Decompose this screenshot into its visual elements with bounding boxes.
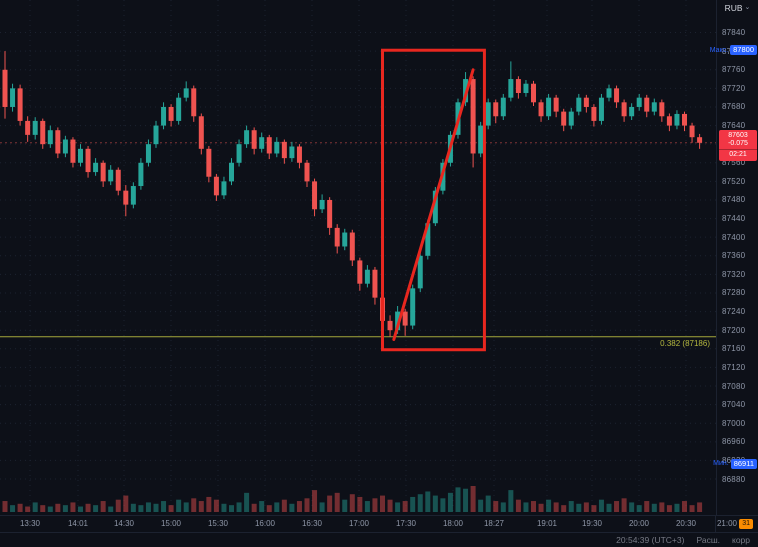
chart-region: 0.382 (87186) RUB ⌄ Макс. 87800 Мин. 869… <box>0 0 758 515</box>
price-tick-label: 87080 <box>722 381 746 391</box>
last-price-value: 87603 <box>728 131 748 139</box>
price-tick-label: 87240 <box>722 307 746 317</box>
price-tick-label: 87520 <box>722 176 746 186</box>
session-high-badge: Макс. 87800 <box>709 45 757 56</box>
extended-hours-link[interactable]: Расш. <box>696 535 720 545</box>
price-tick-label: 87720 <box>722 83 746 93</box>
time-tick-label: 13:30 <box>19 519 41 528</box>
time-tick-label: 17:00 <box>348 519 370 528</box>
price-tick-label: 87480 <box>722 195 746 205</box>
time-tick-label: 19:30 <box>581 519 603 528</box>
status-bar: 20:54:39 (UTC+3) Расш. корр <box>0 532 758 547</box>
session-countdown-badge[interactable]: 31 <box>739 519 753 529</box>
price-tick-label: 87280 <box>722 288 746 298</box>
price-tick-label: 87200 <box>722 325 746 335</box>
session-low-label: Мин. <box>713 460 729 468</box>
price-tick-label: 86960 <box>722 437 746 447</box>
fib-level-label[interactable]: 0.382 (87186) <box>660 338 710 348</box>
price-tick-label: 87320 <box>722 269 746 279</box>
time-tick-label: 20:00 <box>628 519 650 528</box>
price-tick-label: 87160 <box>722 344 746 354</box>
session-high-label: Макс. <box>709 46 729 54</box>
time-axis[interactable]: 13:30 14:01 14:30 15:00 15:30 16:00 16:30 17:00… <box>0 515 758 532</box>
currency-selector[interactable]: RUB ⌄ <box>717 3 758 13</box>
last-price-badge: 87603 -0.075 02:21 <box>719 129 757 161</box>
price-tick-label: 87360 <box>722 251 746 261</box>
session-low-value: 86911 <box>730 458 757 469</box>
time-tick-label: 21:00 <box>716 519 738 528</box>
price-tick-label: 87680 <box>722 102 746 112</box>
time-tick-label: 16:00 <box>254 519 276 528</box>
currency-label: RUB <box>724 3 743 13</box>
price-tick-label: 87040 <box>722 400 746 410</box>
time-tick-label: 15:30 <box>207 519 229 528</box>
session-high-value: 87800 <box>730 45 757 56</box>
time-tick-label: 20:30 <box>675 519 697 528</box>
price-tick-label: 87560 <box>722 158 746 168</box>
price-tick-label: 87440 <box>722 214 746 224</box>
time-tick-label: 17:30 <box>395 519 417 528</box>
chevron-down-icon: ⌄ <box>744 4 751 11</box>
price-tick-label: 87760 <box>722 65 746 75</box>
candlestick-chart[interactable] <box>0 0 716 515</box>
clock[interactable]: 20:54:39 (UTC+3) <box>616 535 685 545</box>
time-tick-label: 16:30 <box>301 519 323 528</box>
time-tick-label: 14:30 <box>113 519 135 528</box>
time-tick-label: 18:27 <box>483 519 505 528</box>
price-tick-label: 87000 <box>722 418 746 428</box>
price-tick-label: 87120 <box>722 362 746 372</box>
last-price-change: -0.075 <box>728 139 748 147</box>
price-tick-label: 86880 <box>722 474 746 484</box>
price-tick-label: 87840 <box>722 28 746 38</box>
session-low-badge: Мин. 86911 <box>713 458 757 469</box>
bar-countdown: 02:21 <box>719 148 757 159</box>
time-tick-label: 15:00 <box>160 519 182 528</box>
time-tick-label: 14:01 <box>67 519 89 528</box>
time-tick-label: 18:00 <box>442 519 464 528</box>
price-tick-label: 87640 <box>722 121 746 131</box>
correction-link[interactable]: корр <box>732 535 750 545</box>
price-tick-label: 87400 <box>722 232 746 242</box>
price-axis[interactable]: RUB ⌄ Макс. 87800 Мин. 86911 87603 -0.07… <box>710 0 758 515</box>
time-tick-label: 19:01 <box>536 519 558 528</box>
